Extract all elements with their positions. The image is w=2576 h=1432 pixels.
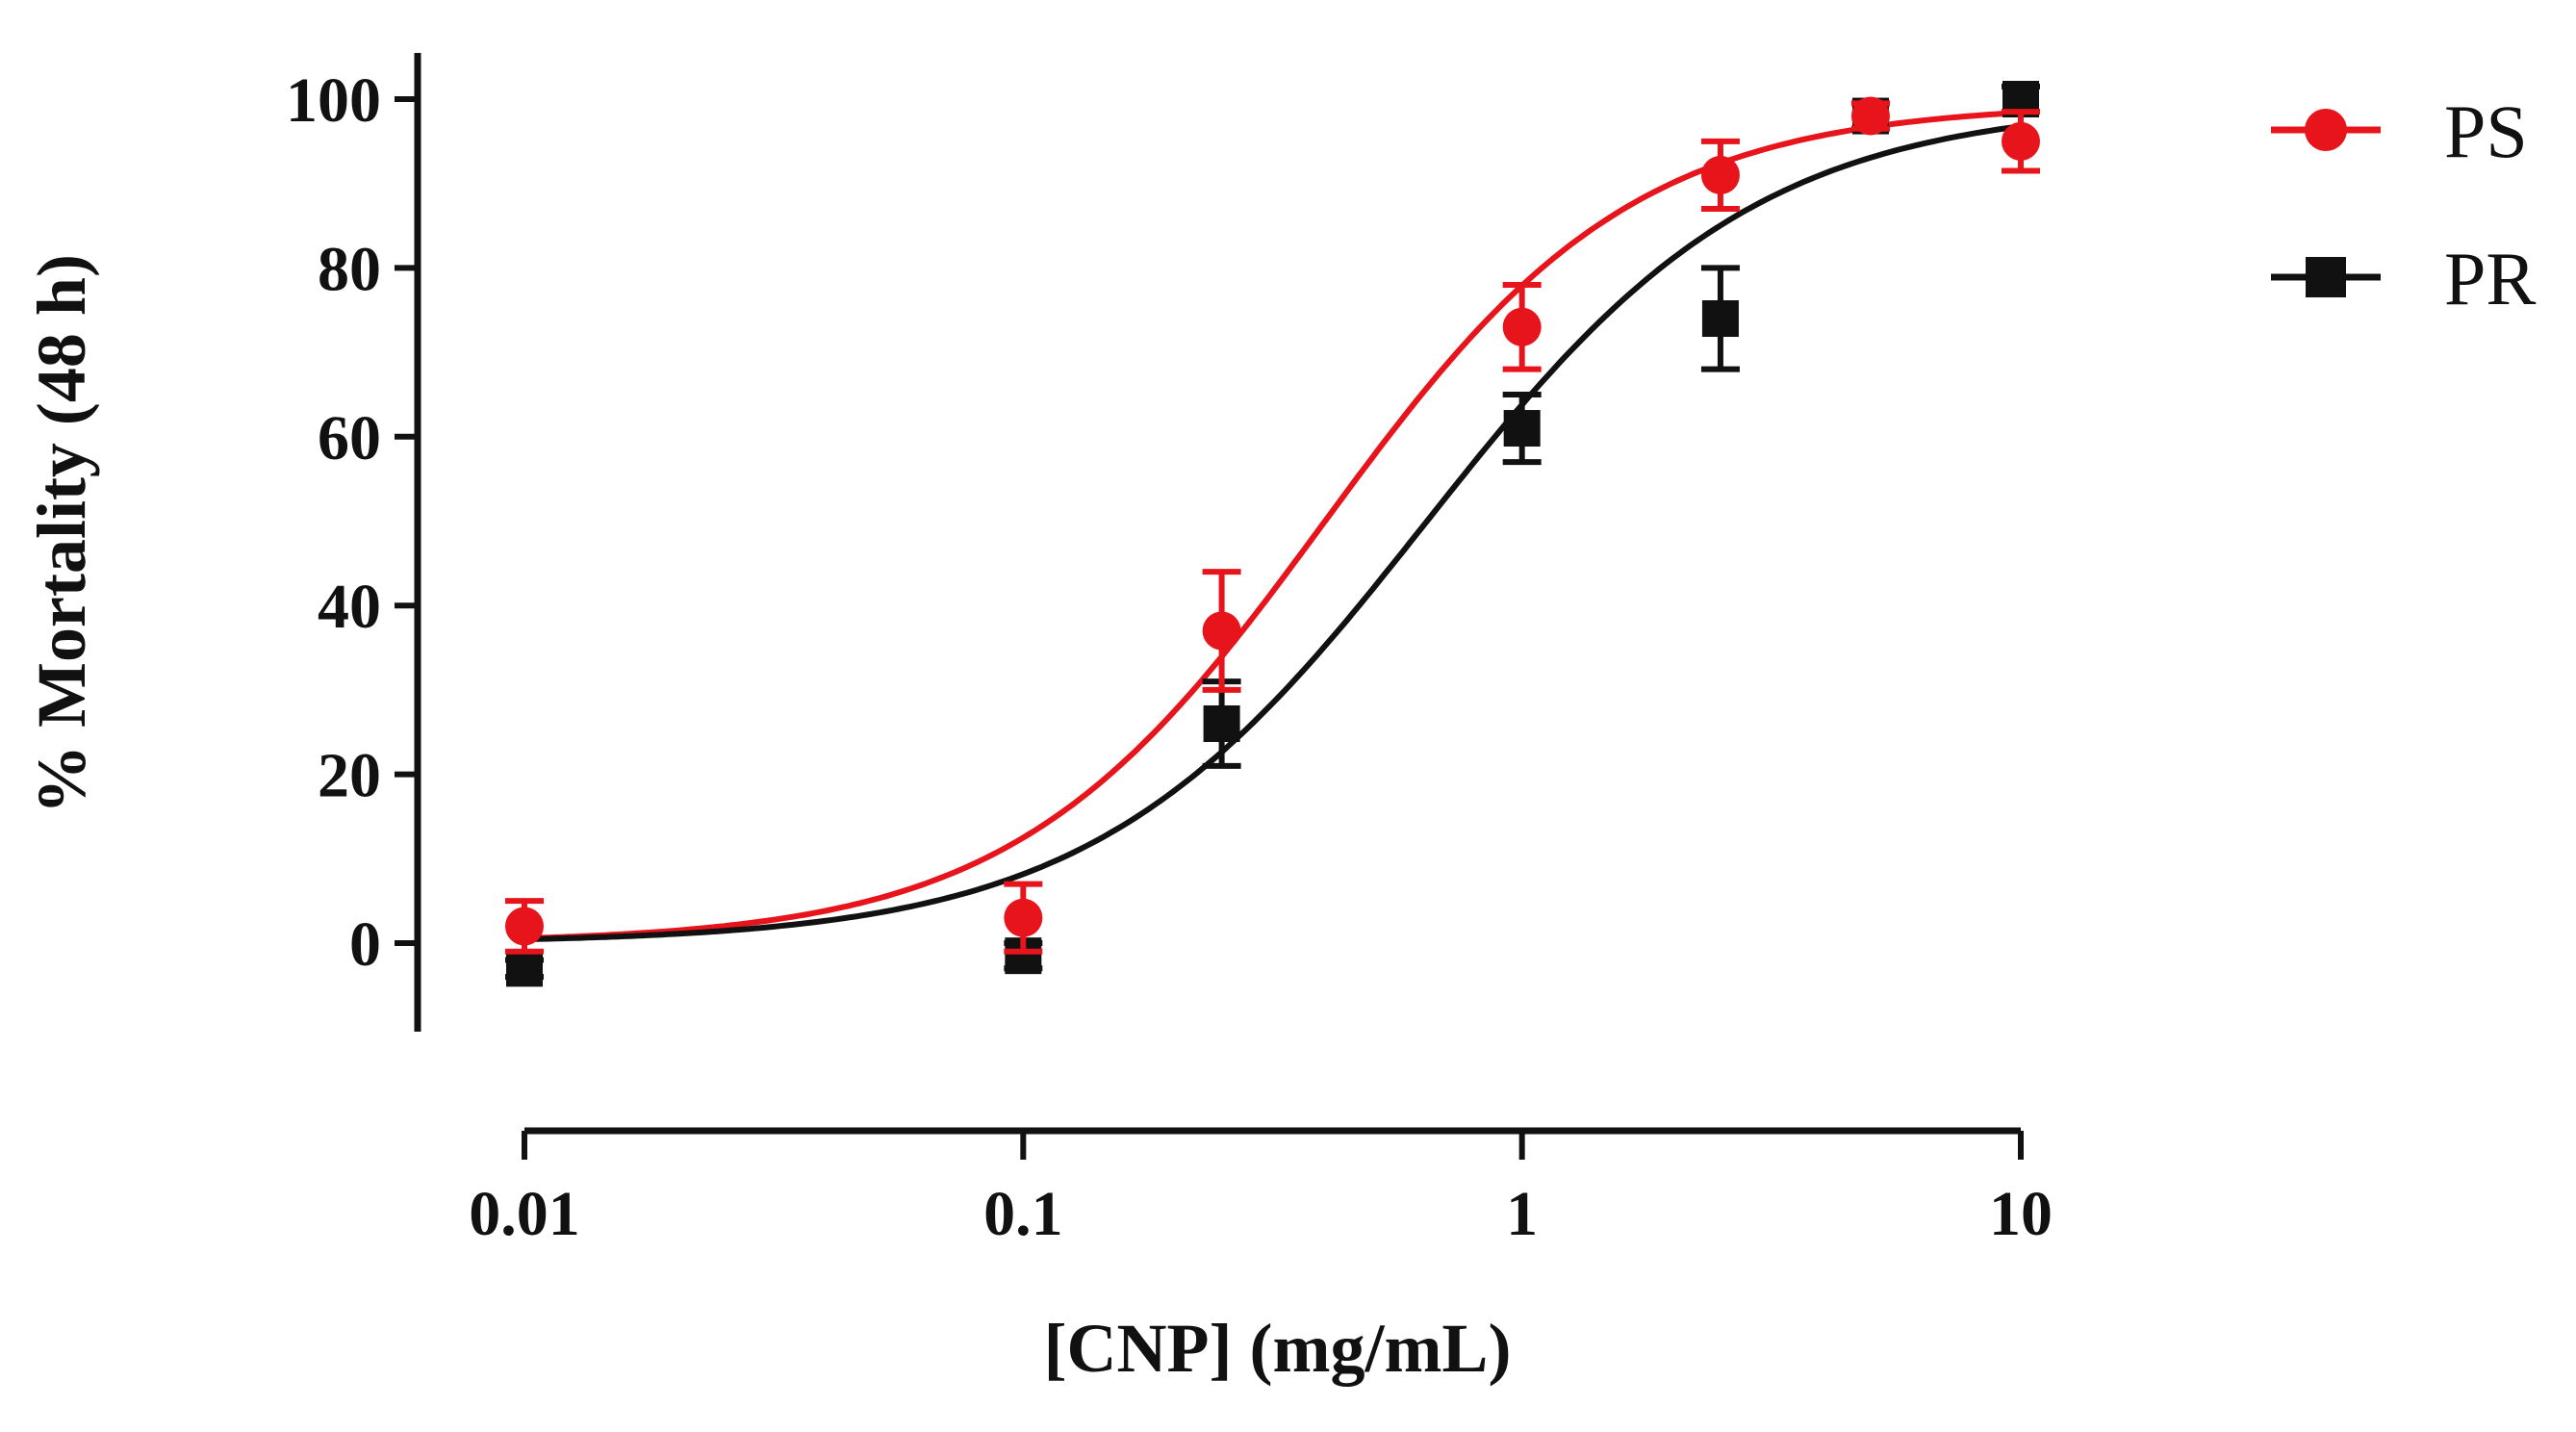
y-axis-title: % Mortality (48 h) [23, 254, 100, 814]
data-point-ps [1850, 96, 1890, 136]
marker-ps [1850, 96, 1890, 136]
legend-item-ps: PS [2271, 90, 2528, 173]
legend-marker-pr [2306, 257, 2346, 297]
legend-item-pr: PR [2271, 237, 2536, 320]
data-point-pr [1502, 391, 1542, 466]
fit-curves [523, 109, 2022, 943]
marker-ps [1700, 155, 1740, 194]
data-point-ps [2002, 109, 2040, 174]
y-tick-label: 100 [286, 65, 381, 136]
marker-pr [1203, 704, 1240, 742]
marker-ps [1502, 307, 1542, 346]
marker-ps [2002, 121, 2040, 161]
marker-ps [1202, 611, 1241, 651]
data-point-ps [505, 898, 544, 955]
y-tick-label: 40 [318, 572, 381, 642]
fit-curve-pr [523, 123, 2022, 943]
x-axis-title: [CNP] (mg/mL) [1044, 1310, 1512, 1387]
x-tick-label: 0.1 [983, 1179, 1063, 1249]
legend-label-pr: PR [2444, 237, 2536, 320]
x-tick-label: 1 [1506, 1179, 1538, 1249]
marker-pr [1701, 300, 1739, 338]
y-tick-label: 0 [349, 909, 381, 980]
data-point-ps [1202, 569, 1241, 693]
data-points [505, 81, 2040, 987]
legend: PS PR [2271, 90, 2536, 320]
legend-marker-ps [2305, 109, 2347, 151]
marker-pr [506, 950, 543, 987]
data-point-pr [505, 950, 544, 987]
marker-ps [505, 907, 544, 946]
data-point-pr [1202, 678, 1241, 769]
legend-label-ps: PS [2444, 90, 2528, 173]
axes: 0 20 40 60 80 100 0.01 0.1 1 10 [CNP] (mg/mL) % Mor… [23, 53, 2053, 1387]
x-tick-label: 10 [1989, 1179, 2053, 1249]
marker-pr [1503, 410, 1541, 448]
y-tick-label: 60 [318, 403, 381, 473]
y-tick-label: 20 [318, 741, 381, 811]
data-point-ps [1004, 881, 1043, 955]
data-point-ps [1502, 281, 1542, 372]
data-point-pr [1700, 265, 1740, 372]
marker-ps [1004, 898, 1043, 937]
y-tick-label: 80 [318, 234, 381, 304]
x-tick-label: 0.01 [469, 1179, 580, 1249]
data-point-ps [1700, 138, 1740, 213]
fit-curve-ps [523, 109, 2022, 941]
